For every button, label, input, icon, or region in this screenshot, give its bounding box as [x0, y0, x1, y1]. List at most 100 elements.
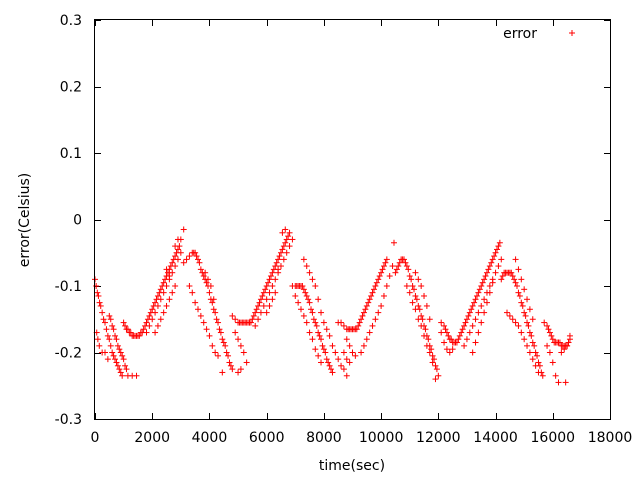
data-point — [180, 226, 187, 233]
data-point — [149, 306, 156, 313]
data-point — [482, 273, 489, 280]
data-point — [289, 236, 296, 243]
data-point — [472, 339, 479, 346]
data-point — [140, 326, 147, 333]
data-point — [299, 283, 306, 289]
x-tick-label: 18000 — [588, 430, 633, 446]
data-point — [217, 329, 224, 336]
data-point — [200, 273, 207, 280]
data-point — [237, 342, 244, 349]
data-point — [362, 306, 369, 313]
data-point — [276, 253, 283, 260]
data-point — [318, 359, 325, 366]
data-point — [320, 319, 327, 326]
data-point — [252, 309, 259, 316]
data-point — [372, 283, 379, 289]
data-point — [232, 329, 239, 336]
data-point — [492, 269, 499, 276]
data-point — [109, 349, 116, 356]
data-point — [518, 299, 525, 306]
x-tick-label: 0 — [91, 430, 100, 446]
data-point — [486, 283, 493, 289]
data-point — [518, 329, 525, 336]
data-point — [306, 269, 313, 276]
data-point — [157, 316, 164, 323]
data-point — [146, 312, 153, 319]
data-point — [329, 342, 336, 349]
data-point — [496, 239, 503, 246]
data-point — [515, 289, 522, 296]
data-point — [257, 296, 264, 303]
data-point — [396, 259, 403, 266]
data-point — [471, 299, 478, 306]
data-point — [106, 336, 113, 343]
data-point — [402, 259, 409, 266]
data-point — [280, 256, 287, 263]
data-point — [469, 302, 476, 309]
data-point — [326, 362, 333, 369]
data-point — [532, 362, 539, 369]
data-point — [235, 369, 242, 376]
data-point — [312, 346, 319, 353]
data-point — [323, 356, 330, 363]
data-point — [352, 352, 359, 359]
data-point — [338, 319, 345, 326]
data-point — [343, 336, 350, 343]
data-point — [312, 319, 319, 326]
data-point — [273, 259, 280, 266]
data-point — [392, 269, 399, 276]
data-point — [478, 283, 485, 289]
data-point — [169, 259, 176, 266]
data-point — [312, 283, 319, 289]
data-point — [463, 316, 470, 323]
x-axis-title: time(sec) — [319, 458, 385, 474]
data-point — [309, 276, 316, 283]
data-point — [442, 326, 449, 333]
data-point — [438, 319, 445, 326]
data-point — [110, 326, 117, 333]
data-point — [104, 356, 111, 363]
data-point — [229, 366, 236, 373]
data-point — [154, 292, 161, 299]
data-point — [382, 259, 389, 266]
data-point — [260, 289, 267, 296]
data-point — [177, 249, 184, 256]
data-point — [267, 273, 274, 280]
y-tick-label: 0.2 — [60, 80, 82, 96]
legend: error — [503, 26, 575, 42]
data-point — [509, 273, 516, 280]
data-point — [535, 369, 542, 376]
data-point — [481, 296, 488, 303]
data-point — [152, 329, 159, 336]
data-point — [428, 346, 435, 353]
data-point — [152, 309, 159, 316]
data-point — [154, 322, 161, 329]
data-point — [143, 319, 150, 326]
data-point — [269, 269, 276, 276]
data-point — [303, 292, 310, 299]
data-point — [107, 342, 114, 349]
data-point — [315, 329, 322, 336]
data-point — [411, 286, 418, 293]
data-point — [323, 326, 330, 333]
data-point — [539, 372, 546, 379]
data-point — [526, 306, 533, 313]
data-point — [166, 296, 173, 303]
data-point — [192, 249, 199, 256]
data-point — [438, 329, 445, 336]
data-point — [466, 309, 473, 316]
data-point — [366, 329, 373, 336]
data-point — [511, 276, 518, 283]
data-point — [423, 302, 430, 309]
data-point — [521, 286, 528, 293]
data-point — [413, 296, 420, 303]
data-point — [163, 283, 170, 289]
data-point — [335, 356, 342, 363]
data-point — [508, 269, 515, 276]
data-point — [476, 286, 483, 293]
data-point — [103, 326, 110, 333]
data-point — [117, 349, 124, 356]
data-point — [146, 322, 153, 329]
data-point — [390, 239, 397, 246]
data-point — [435, 372, 442, 379]
